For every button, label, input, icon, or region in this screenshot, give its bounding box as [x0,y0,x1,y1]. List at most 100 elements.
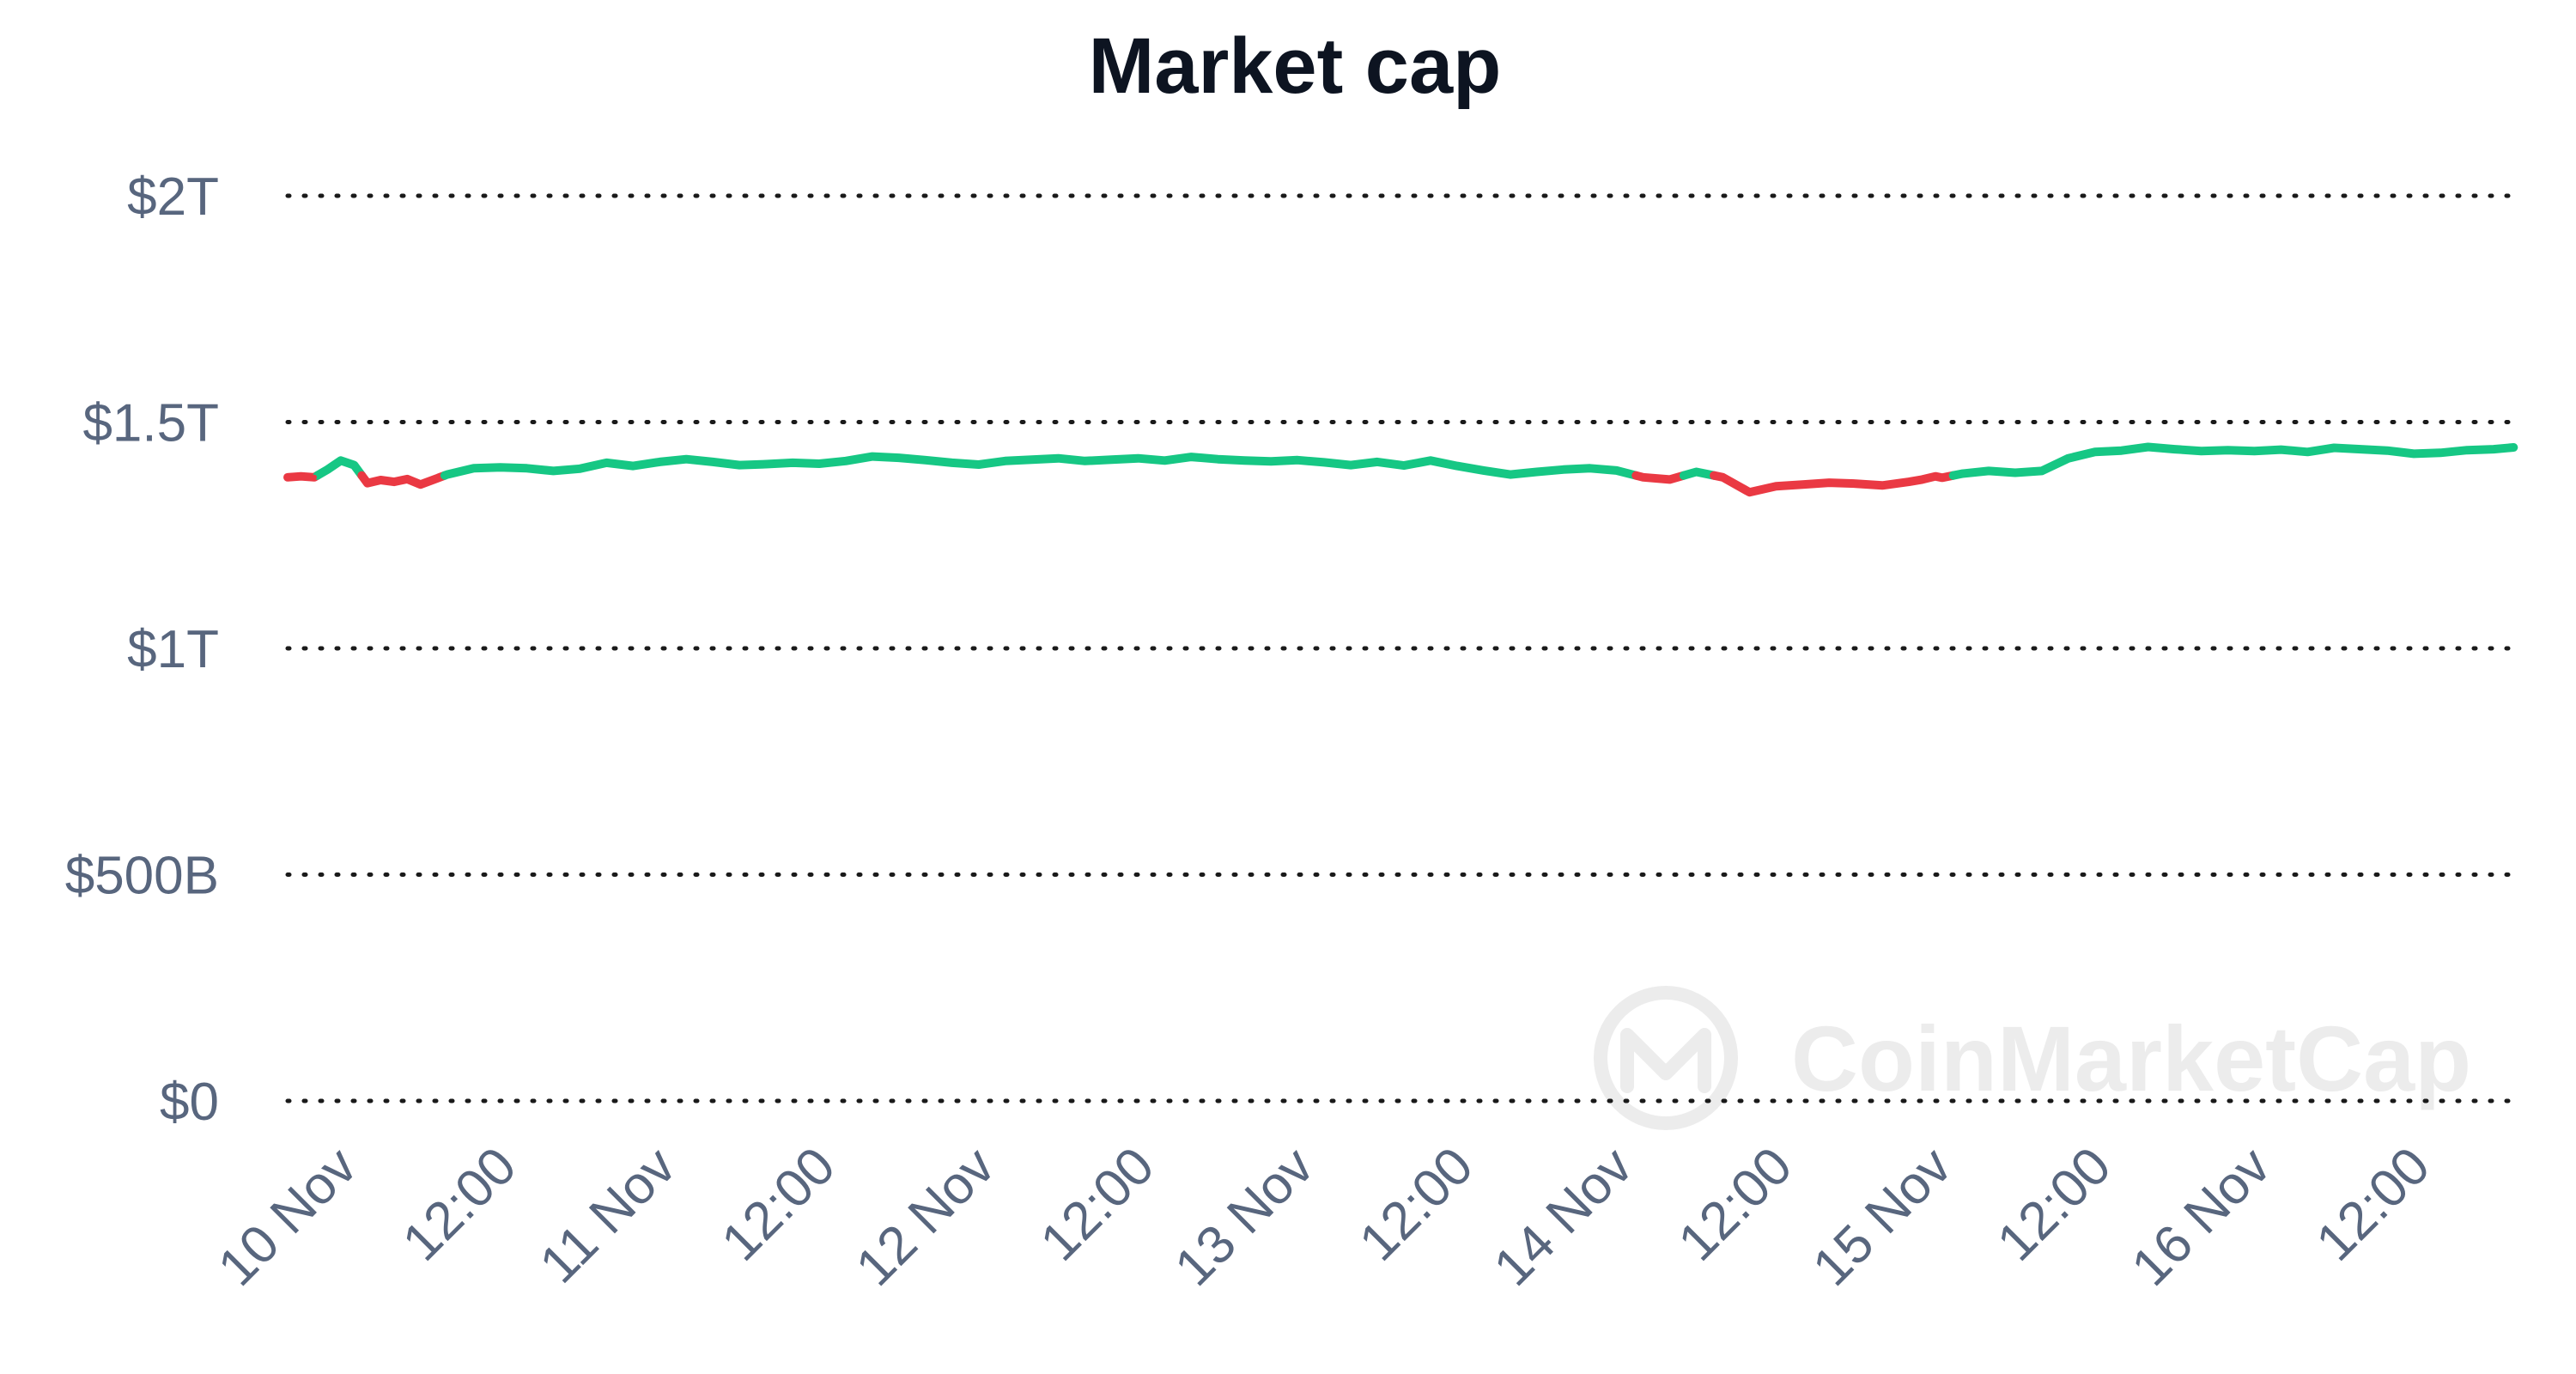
data-point [550,468,556,474]
data-point [2118,447,2124,453]
data-point [1880,483,1886,489]
data-point [1560,466,1566,472]
series-line-below-baseline [1631,471,1688,484]
data-point [1268,459,1274,465]
data-point [1029,457,1035,463]
data-point [1720,474,1726,480]
data-point [2411,451,2417,457]
data-point [2198,448,2204,454]
data-point [298,473,304,479]
series-line-above-baseline [1948,442,2518,480]
data-point [2385,447,2391,453]
chart-title: Market cap [1089,22,1502,110]
data-point [1215,456,1221,462]
data-point [1939,475,1945,481]
x-tick-label: 12 Nov [845,1136,1006,1298]
data-point [1348,462,1354,468]
data-point [2172,447,2178,453]
data-point [364,480,370,486]
data-point [1919,477,1925,483]
data-point [1002,458,1008,464]
data-point [2331,445,2337,451]
data-point [471,465,477,471]
x-tick-label: 10 Nov [207,1136,368,1298]
data-point [763,461,769,467]
y-tick-label: $500B [65,847,219,906]
data-point [630,463,636,469]
data-point [524,465,530,471]
data-point [790,459,796,465]
data-point [1747,489,1753,495]
data-point [497,465,503,471]
y-tick-label: $2T [127,167,219,227]
data-point [1613,467,1619,473]
data-point [391,479,397,485]
data-point [1480,467,1486,473]
x-tick-label: 13 Nov [1163,1136,1325,1298]
y-axis: $0 $500B $1T $1.5T $2T [65,167,219,1132]
x-tick-label: 16 Nov [2121,1136,2282,1298]
data-point [351,462,357,468]
series-line-above-baseline [1679,467,1719,480]
data-point [1853,481,1859,487]
y-tick-label: $0 [160,1073,219,1132]
data-point [1986,468,1991,474]
x-tick-label: 11 Nov [529,1136,687,1294]
data-point [843,458,848,464]
data-point [949,459,955,465]
x-tick-label: 12:00 [710,1136,847,1273]
data-point [2305,449,2311,455]
data-point [2491,447,2496,453]
data-point [1375,459,1380,465]
watermark: CoinMarketCap [1594,986,2471,1130]
data-point [710,459,716,465]
data-point [1135,455,1141,461]
data-point [1295,457,1301,463]
data-point [2038,468,2044,474]
x-tick-label: 14 Nov [1483,1136,1644,1298]
data-point [870,453,875,459]
data-point [896,455,902,461]
series-line-below-baseline [357,471,449,489]
data-point [1401,463,1406,469]
data-point [1667,477,1673,483]
data-point [1242,458,1248,464]
data-point [737,462,743,468]
data-point [1587,465,1593,471]
data-point [1800,482,1806,488]
data-point [1534,469,1540,475]
y-tick-label: $1T [127,620,219,679]
data-point [444,471,450,477]
x-tick-label: 12:00 [1668,1136,1804,1273]
data-point [2251,448,2257,454]
grid-lines [285,193,2523,1103]
data-point [1055,455,1061,461]
data-point [312,474,317,480]
data-point [1109,457,1115,463]
data-point [975,462,981,467]
data-point [1640,474,1646,480]
watermark-text: CoinMarketCap [1791,1006,2471,1110]
data-point [1959,471,1965,477]
x-tick-label: 12:00 [1030,1136,1166,1273]
x-tick-label: 12:00 [1348,1136,1485,1273]
x-tick-label: 12:00 [2306,1136,2442,1273]
data-point [2145,444,2151,450]
data-point [1693,469,1699,475]
coinmarketcap-logo-icon [1594,986,1738,1130]
y-tick-label: $1.5T [82,394,219,453]
data-point [378,477,384,483]
data-point [604,459,610,465]
x-tick-label: 15 Nov [1801,1136,1963,1298]
data-point [1162,458,1168,464]
data-point [922,457,928,463]
data-point [2092,449,2098,455]
data-point [2438,450,2444,456]
data-point [1082,458,1088,464]
data-point [1773,483,1779,489]
data-point [1454,463,1460,469]
x-tick-label: 12:00 [392,1136,528,1273]
